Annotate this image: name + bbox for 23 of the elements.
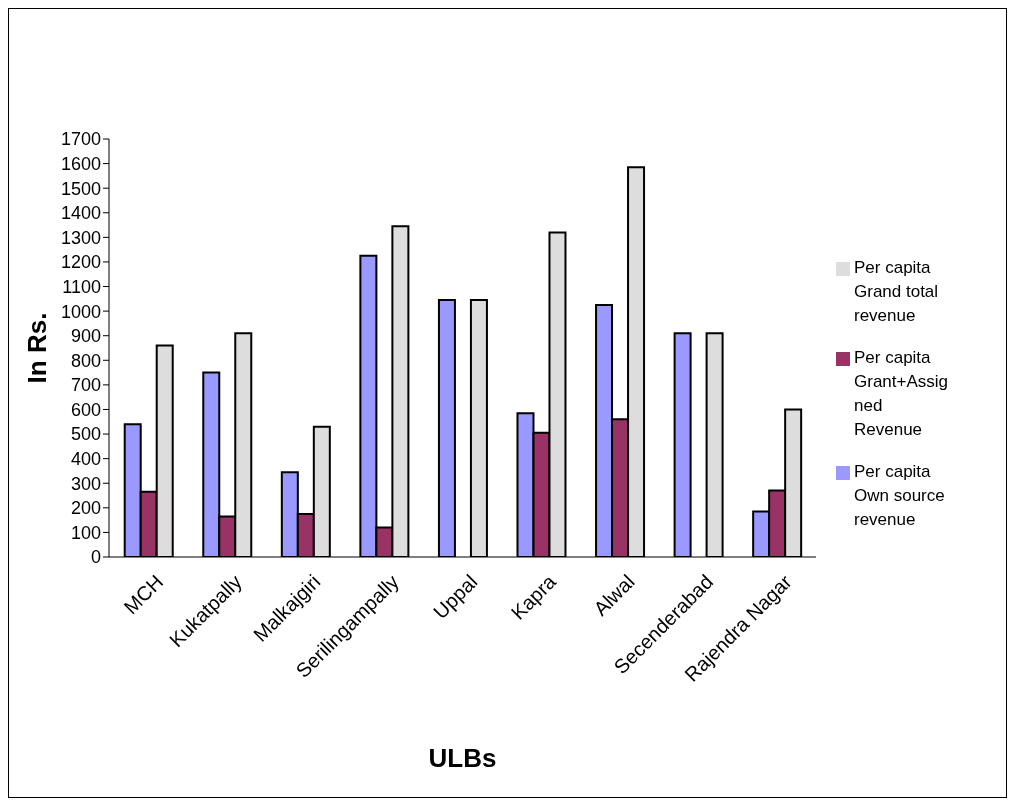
y-tick-label: 0 — [90, 547, 101, 568]
legend-label: Per capita Grand total revenue — [854, 257, 940, 327]
y-tick-label: 900 — [70, 326, 101, 347]
y-axis-title: In Rs. — [22, 312, 53, 384]
y-tick-label: 100 — [70, 522, 101, 543]
y-tick-label: 1600 — [60, 153, 101, 174]
y-tick-label: 800 — [70, 350, 101, 371]
y-tick-label: 700 — [70, 375, 101, 396]
y-tick-label: 500 — [70, 424, 101, 445]
legend-label: Per capita Own source revenue — [854, 461, 946, 531]
y-tick-label: 400 — [70, 449, 101, 470]
y-tick-label: 1400 — [60, 203, 101, 224]
y-tick-label: 1300 — [60, 227, 101, 248]
y-tick-label: 1500 — [60, 178, 101, 199]
y-tick-label: 300 — [70, 473, 101, 494]
legend-label: Per capita Grant+Assigned Revenue — [854, 347, 949, 441]
y-tick-label: 1100 — [62, 276, 101, 297]
y-tick-label: 1700 — [60, 129, 101, 150]
y-tick-label: 600 — [70, 399, 101, 420]
y-tick-label: 200 — [70, 498, 101, 519]
y-tick-label: 1200 — [60, 252, 101, 273]
x-axis-title: ULBs — [428, 743, 497, 773]
y-tick-label: 1000 — [60, 301, 101, 322]
